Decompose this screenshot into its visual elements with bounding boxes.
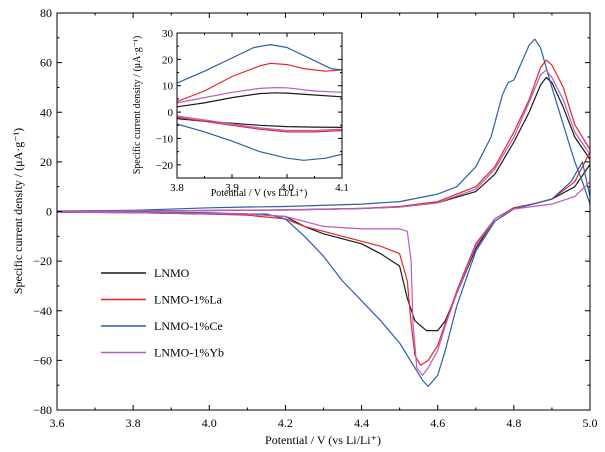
main-y-tick-label: −60 bbox=[33, 353, 52, 367]
main-x-tick-label: 4.4 bbox=[354, 416, 369, 430]
main-y-tick-label: 20 bbox=[40, 155, 52, 169]
main-y-tick-label: −40 bbox=[33, 304, 52, 318]
inset-x-tick-label: 4.0 bbox=[280, 182, 294, 194]
main-x-axis-label: Potential / V (vs Li/Li⁺) bbox=[265, 433, 381, 447]
inset-plot: 3.8 3.9 4.0 4.1 −20 −10 0 10 20 30 Potential / V … bbox=[132, 28, 349, 199]
main-series-lnmo-cathodic bbox=[56, 164, 591, 332]
main-x-tick-label: 3.8 bbox=[126, 416, 141, 430]
inset-series-lnmo-1-la-anodic bbox=[176, 62, 343, 103]
inset-series-lnmo-1-yb-anodic bbox=[176, 87, 343, 104]
inset-series-lnmo-1-la-cathodic bbox=[176, 116, 343, 133]
main-series-lnmo-1-ce-cathodic bbox=[56, 161, 591, 387]
inset-series-lnmo-1-ce-anodic bbox=[176, 44, 343, 84]
inset-series-lnmo-1-yb-cathodic bbox=[176, 115, 343, 132]
inset-y-axis-label: Specific current density / (μA·g⁻¹) bbox=[132, 36, 143, 175]
inset-x-axis-label: Potential / V (vs Li/Li⁺) bbox=[211, 188, 308, 199]
main-y-tick-label: −20 bbox=[33, 254, 52, 268]
inset-x-tick-label: 3.8 bbox=[170, 182, 184, 194]
main-y-tick-label: 80 bbox=[40, 6, 52, 20]
main-y-tick-label: 0 bbox=[46, 205, 52, 219]
main-x-tick-label: 4.0 bbox=[202, 416, 217, 430]
legend: LNMO LNMO-1%La LNMO-1%Ce LNMO-1%Yb bbox=[101, 266, 224, 360]
inset-series-lnmo-anodic bbox=[176, 92, 343, 108]
main-series-lnmo-1-yb-cathodic bbox=[56, 181, 591, 376]
main-series-group bbox=[56, 38, 591, 387]
inset-y-tick-label: −20 bbox=[156, 160, 174, 172]
inset-y-tick-label: 20 bbox=[162, 54, 174, 66]
main-x-tick-label: 4.2 bbox=[278, 416, 293, 430]
inset-axes: 3.8 3.9 4.0 4.1 −20 −10 0 10 20 30 bbox=[156, 28, 349, 194]
main-series-lnmo-1-yb-anodic bbox=[56, 69, 591, 212]
main-y-tick-label: 60 bbox=[40, 56, 52, 70]
inset-y-tick-label: −10 bbox=[156, 133, 174, 145]
legend-label-lnmo-1-ce: LNMO-1%Ce bbox=[154, 319, 223, 333]
main-x-tick-label: 5.0 bbox=[583, 416, 598, 430]
main-plot: 3.6 3.8 4.0 4.2 4.4 4.6 4.8 5.0 −80 −60 −40 −20 0 20 4… bbox=[11, 6, 598, 447]
main-y-tick-label: −80 bbox=[33, 403, 52, 417]
main-x-tick-label: 4.6 bbox=[430, 416, 445, 430]
inset-series-group bbox=[176, 44, 343, 161]
main-series-lnmo-1-la-cathodic bbox=[56, 151, 591, 366]
main-y-tick-label: 40 bbox=[40, 105, 52, 119]
inset-x-tick-label: 3.9 bbox=[225, 182, 239, 194]
inset-background bbox=[177, 33, 342, 178]
main-axes: 3.6 3.8 4.0 4.2 4.4 4.6 4.8 5.0 −80 −60 −40 −20 0 20 4… bbox=[33, 6, 597, 430]
legend-label-lnmo-1-yb: LNMO-1%Yb bbox=[154, 346, 224, 360]
main-x-tick-label: 3.6 bbox=[50, 416, 65, 430]
main-series-lnmo-1-ce-anodic bbox=[56, 38, 591, 212]
inset-series-lnmo-1-ce-cathodic bbox=[176, 123, 343, 161]
inset-y-tick-label: 0 bbox=[168, 107, 174, 119]
inset-y-tick-label: 30 bbox=[162, 28, 174, 40]
legend-label-lnmo: LNMO bbox=[154, 266, 190, 280]
main-x-tick-label: 4.8 bbox=[506, 416, 521, 430]
inset-x-tick-label: 4.1 bbox=[335, 182, 349, 194]
legend-label-lnmo-1-la: LNMO-1%La bbox=[154, 293, 223, 307]
inset-y-tick-label: 10 bbox=[162, 81, 174, 93]
main-y-axis-label: Specific current density / (μA·g⁻¹) bbox=[11, 128, 25, 294]
